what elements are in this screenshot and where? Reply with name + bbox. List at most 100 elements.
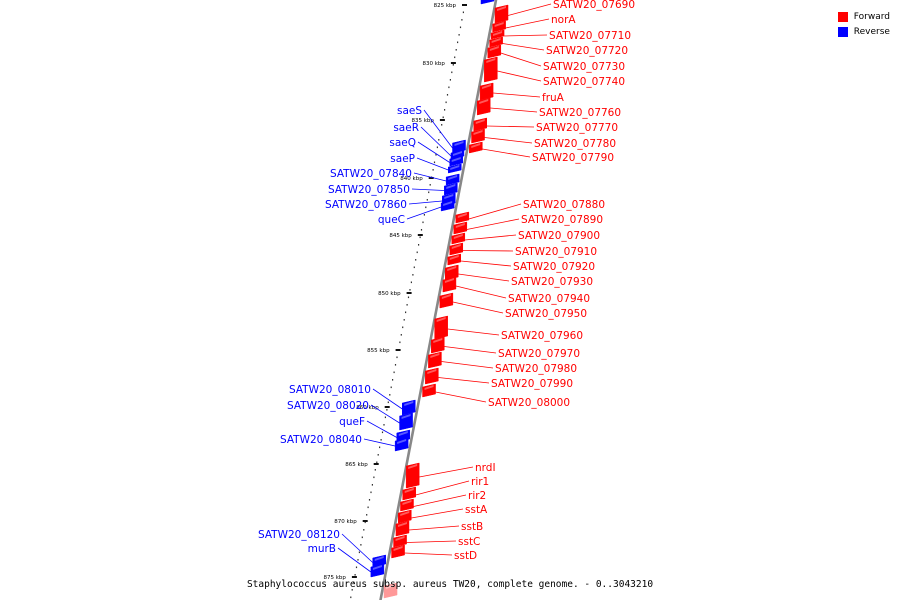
tick-mark	[373, 463, 379, 465]
forward-swatch	[837, 11, 848, 22]
reverse-gene-label: saeP	[390, 153, 415, 165]
forward-gene-SATW20_07980	[428, 351, 442, 369]
reverse-gene-SATW20_08120	[372, 554, 386, 568]
guide-dot	[358, 551, 360, 554]
legend-forward: Forward	[837, 9, 890, 24]
forward-gene-label: SATW20_07910	[515, 246, 597, 258]
forward-gene-label: SATW20_07740	[543, 76, 625, 88]
legend-reverse: Reverse	[837, 24, 890, 39]
forward-gene-label: SATW20_07730	[543, 61, 625, 73]
forward-gene-label: SATW20_07780	[534, 138, 616, 150]
forward-gene-connector	[441, 361, 494, 369]
forward-gene-connector	[413, 494, 467, 507]
guide-dot	[444, 109, 446, 111]
reverse-gene-partial-top	[480, 0, 495, 5]
guide-dot	[407, 296, 410, 299]
forward-gene-SATW20_07710	[490, 29, 505, 40]
guide-dot	[386, 409, 388, 411]
forward-gene-sstC	[393, 534, 407, 548]
forward-gene-connector	[484, 137, 533, 144]
guide-dot	[380, 439, 382, 441]
forward-gene-norA	[492, 20, 506, 33]
guide-dot	[405, 311, 407, 314]
reverse-gene-label: murB	[308, 543, 336, 555]
guide-dot	[350, 596, 352, 599]
forward-gene-SATW20_07690	[494, 4, 509, 24]
forward-gene-connector	[435, 391, 487, 403]
forward-gene-rir1	[402, 486, 416, 501]
tick-mark	[428, 177, 434, 179]
forward-gene-connector	[447, 328, 500, 336]
forward-gene-label: rir1	[471, 476, 489, 488]
guide-dot	[416, 251, 418, 254]
tick-mark	[395, 349, 401, 351]
guide-dot	[393, 371, 395, 374]
guide-dot	[413, 266, 415, 269]
guide-dot	[355, 566, 358, 569]
reverse-gene-connector	[337, 547, 372, 573]
reverse-gene-saeQ	[449, 155, 463, 167]
forward-gene-connector	[464, 234, 517, 241]
forward-gene-label: SATW20_07970	[498, 348, 580, 360]
reverse-gene-label: saeQ	[389, 137, 416, 149]
forward-gene-SATW20_08000	[422, 383, 436, 398]
forward-gene-connector	[415, 480, 470, 496]
forward-gene-label: fruA	[542, 92, 565, 104]
reverse-gene-connector	[408, 200, 443, 205]
guide-dot	[451, 71, 453, 74]
guide-dot	[435, 154, 437, 156]
guide-dot	[423, 214, 425, 216]
forward-gene-SATW20_07960	[434, 315, 448, 340]
guide-dot	[351, 589, 353, 591]
forward-gene-connector	[408, 525, 460, 531]
reverse-gene-connector	[366, 420, 397, 438]
reverse-gene-connector	[411, 188, 445, 191]
guide-dot	[418, 244, 420, 246]
backbone-line	[379, 0, 498, 600]
reverse-gene-queC	[440, 199, 455, 212]
guide-dot	[361, 536, 363, 539]
reverse-gene-connector	[417, 141, 450, 163]
reverse-gene-connector	[341, 533, 373, 563]
tick-label: 870 kbp	[334, 519, 357, 525]
forward-gene-label: SATW20_07690	[553, 0, 635, 11]
forward-gene-label: nrdI	[475, 462, 496, 474]
forward-gene-label: SATW20_07760	[539, 107, 621, 119]
reverse-gene-label: SATW20_07860	[325, 199, 407, 211]
forward-gene-connector	[507, 3, 552, 16]
forward-gene-label: SATW20_07920	[513, 261, 595, 273]
forward-gene-label: SATW20_07990	[491, 378, 573, 390]
forward-gene-connector	[486, 125, 535, 128]
forward-gene-SATW20_07880	[455, 211, 470, 224]
guide-dot	[461, 19, 463, 21]
tick-label: 845 kbp	[389, 233, 412, 239]
tick-mark	[439, 119, 445, 121]
forward-gene-connector	[444, 346, 497, 354]
forward-gene-fruA	[479, 82, 494, 101]
forward-gene-SATW20_07910	[449, 242, 464, 256]
forward-gene-label: SATW20_07960	[501, 330, 583, 342]
guide-dot	[381, 431, 384, 434]
reverse-gene-label: saeS	[397, 105, 422, 117]
tick-mark	[406, 292, 412, 294]
forward-gene-connector	[500, 52, 542, 67]
forward-gene-label: SATW20_07790	[532, 152, 614, 164]
guide-dot	[392, 379, 394, 381]
tick-label: 825 kbp	[434, 3, 457, 9]
reverse-gene-label: saeR	[393, 122, 419, 134]
guide-dot	[448, 86, 450, 89]
guide-dot	[377, 454, 379, 456]
guide-dot	[428, 191, 430, 194]
reverse-gene-label: SATW20_08010	[289, 384, 371, 396]
guide-dot	[389, 394, 391, 396]
reverse-gene-label: SATW20_08020	[287, 400, 369, 412]
guide-dot	[442, 116, 444, 119]
forward-gene-connector	[497, 70, 542, 82]
guide-dot	[354, 574, 356, 576]
forward-gene-label: SATW20_07940	[508, 293, 590, 305]
forward-gene-SATW20_07740	[484, 56, 498, 83]
guide-dot	[371, 484, 373, 486]
guide-dot	[449, 79, 451, 81]
guide-dot	[367, 506, 369, 509]
forward-gene-SATW20_07730	[487, 44, 502, 59]
